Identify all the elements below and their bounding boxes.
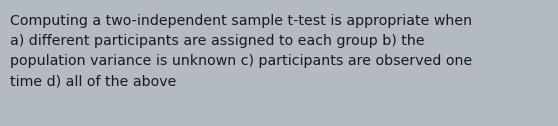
Text: Computing a two-independent sample t-test is appropriate when
a) different parti: Computing a two-independent sample t-tes… (10, 14, 472, 88)
